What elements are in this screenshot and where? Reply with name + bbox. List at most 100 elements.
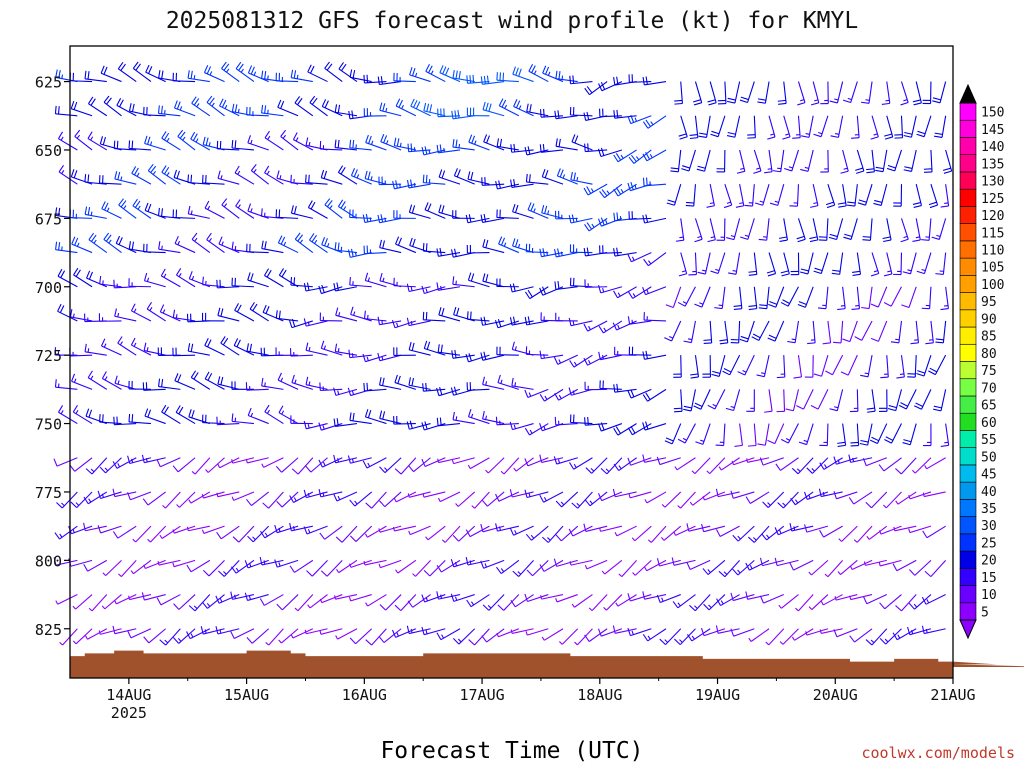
barb-half-flag [575,217,578,222]
barb-half-flag [226,68,230,73]
barb-flag [352,412,355,421]
barb-half-flag [756,167,761,170]
barb-shaft [247,457,269,464]
barb-flag [221,99,227,108]
barb-shaft [498,243,520,254]
barb-flag [940,444,949,447]
barb-flag [571,134,576,143]
barb-flag [934,132,943,135]
barb-flag [627,457,632,466]
barb-flag [513,99,518,107]
barb-flag [436,591,440,600]
barb-half-flag [837,571,841,575]
barb-flag [779,239,788,242]
barb-shaft [130,491,152,501]
barb-flag [767,136,776,140]
barb-flag [480,214,484,223]
wind-barb [362,457,387,469]
barb-half-flag [194,237,198,242]
barb-flag [512,238,516,247]
barb-shaft [632,423,652,436]
barb-flag [583,247,586,257]
colorbar-label: 10 [981,588,997,603]
wind-barb [289,522,313,532]
barb-half-flag [878,561,881,567]
barb-half-flag [290,634,294,639]
wind-barb [307,594,328,609]
wind-barb [848,491,873,505]
barb-flag [333,387,337,396]
barb-shaft [822,594,843,606]
barb-flag [217,307,221,316]
barb-half-flag [278,639,282,644]
barb-flag [436,144,439,153]
barb-flag [88,409,93,418]
barb-shaft [750,628,770,642]
barb-flag [707,99,716,103]
barb-flag [127,630,132,639]
wind-barb [201,312,225,322]
barb-shaft [868,525,888,540]
barb-shaft [659,457,681,466]
barb-half-flag [237,108,240,113]
barb-half-flag [191,275,195,281]
barb-flag [441,170,446,179]
barb-shaft [570,114,593,117]
barb-shaft [561,491,579,508]
wind-barb [524,457,549,467]
wind-barb [789,523,814,532]
x-tick-label: 17AUG [459,686,504,704]
barb-shaft [930,559,947,578]
barb-flag [586,247,590,256]
barb-shaft [570,559,593,566]
barb-flag [915,402,924,407]
wind-barb [908,594,932,610]
y-tick-label: 775 [35,484,62,502]
wind-barb [628,74,652,83]
wind-barb [114,171,137,185]
wind-barb [825,354,844,376]
barb-shaft [145,71,166,83]
barb-shaft [898,320,903,343]
barb-half-flag [805,133,810,135]
barb-flag [221,61,227,69]
wind-barb [730,320,741,344]
barb-flag [726,100,736,104]
barb-shaft [861,320,873,341]
barb-shaft [512,73,534,83]
wind-barb [141,592,166,601]
barb-flag [190,343,194,352]
barb-shaft [231,147,255,151]
barb-flag [613,77,616,86]
wind-barb [829,389,844,412]
barb-shaft [634,559,652,576]
barb-shaft [920,389,932,410]
barb-shaft [320,491,343,498]
barb-flag [757,98,766,101]
barb-flag [732,534,739,542]
barb-flag [510,179,513,188]
barb-flag [778,236,788,239]
wind-barb [569,354,593,368]
barb-flag [903,169,912,172]
colorbar-label: 90 [981,312,997,327]
barb-shaft [294,238,314,254]
barb-flag [379,466,386,474]
wind-barb [804,355,814,378]
wind-barb [201,594,225,609]
wind-barb [465,557,490,566]
wind-barb [541,169,564,185]
barb-flag [892,632,898,640]
barb-shaft [704,491,726,501]
barb-flag [613,212,616,221]
barb-half-flag [231,459,234,464]
barb-shaft [364,252,387,255]
wind-barb [627,286,652,299]
barb-flag [247,135,251,144]
wind-barb [290,415,313,425]
colorbar-label: 80 [981,347,997,362]
wind-barb [583,523,608,532]
barb-flag [558,71,561,80]
barb-shaft [941,115,947,138]
barb-half-flag [354,252,357,257]
